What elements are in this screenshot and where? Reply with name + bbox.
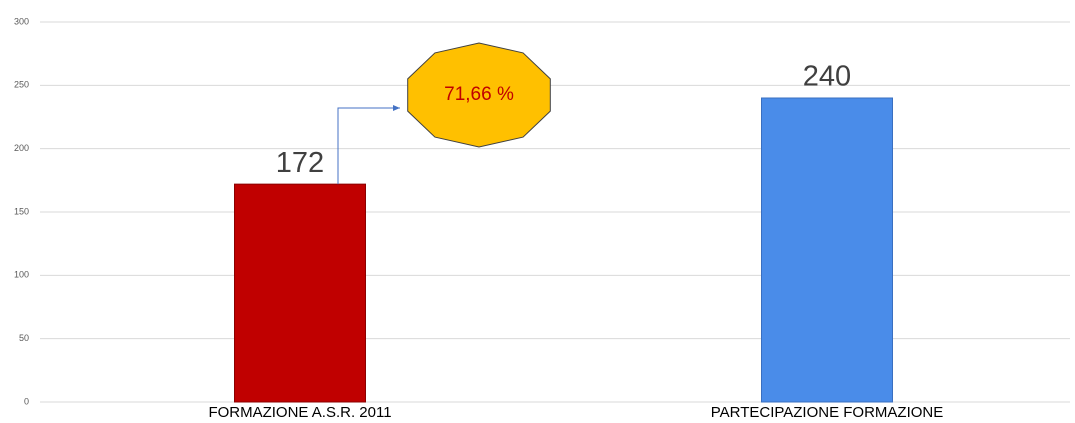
y-tick-label: 250 xyxy=(14,80,29,90)
value-label: 240 xyxy=(803,61,851,93)
x-tick-label: PARTECIPAZIONE FORMAZIONE xyxy=(711,404,944,421)
bar xyxy=(234,183,366,403)
y-tick-label: 0 xyxy=(24,396,29,406)
y-tick-label: 100 xyxy=(14,270,29,280)
y-tick-label: 200 xyxy=(14,143,29,153)
y-tick-label: 300 xyxy=(14,16,29,26)
annotation: 71,66 % xyxy=(444,84,514,105)
callout-arrow xyxy=(337,105,400,185)
x-tick-label: FORMAZIONE A.S.R. 2011 xyxy=(208,404,391,421)
y-tick-label: 150 xyxy=(14,206,29,216)
y-tick-label: 50 xyxy=(19,333,29,343)
value-label: 172 xyxy=(276,147,324,179)
bar xyxy=(761,97,893,403)
callout-shape xyxy=(407,42,551,148)
